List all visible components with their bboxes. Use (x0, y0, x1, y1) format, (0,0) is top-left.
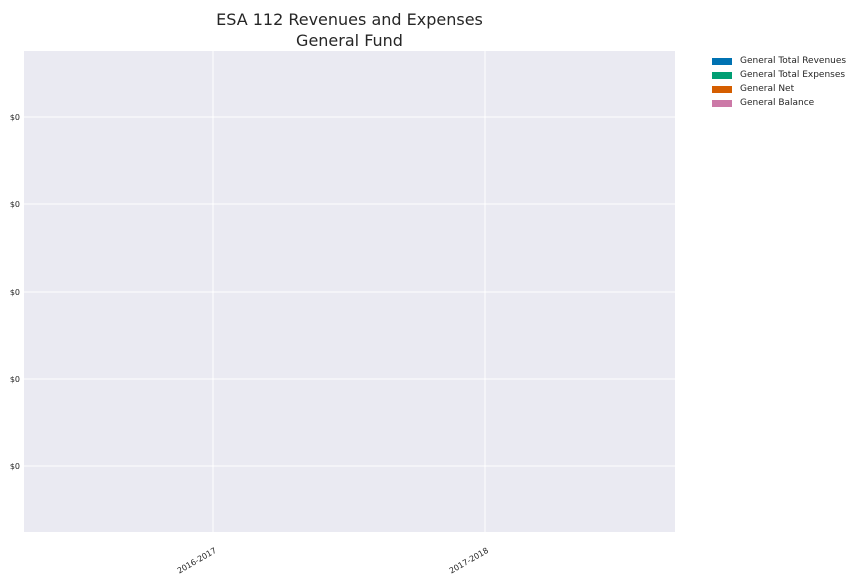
x-tick-label: 2016-2017 (176, 546, 218, 576)
y-tick-labels: $0 $0 $0 $0 $0 (10, 113, 20, 471)
legend-item: General Total Expenses (712, 68, 846, 82)
legend-swatch (712, 71, 732, 79)
chart-title-block: ESA 112 Revenues and Expenses General Fu… (24, 9, 675, 51)
legend-label: General Total Expenses (740, 70, 846, 80)
y-tick-label: $0 (10, 375, 20, 384)
y-tick-label: $0 (10, 288, 20, 297)
legend-item: General Balance (712, 96, 846, 110)
legend-swatch (712, 99, 732, 107)
legend-label: General Balance (740, 98, 815, 108)
legend: General Total Revenues General Total Expe… (712, 54, 846, 110)
x-tick-label: 2017-2018 (448, 546, 490, 576)
legend-swatch (712, 57, 732, 65)
legend-item: General Total Revenues (712, 54, 846, 68)
legend-label: General Net (740, 84, 795, 94)
chart-subtitle: General Fund (296, 31, 403, 50)
y-tick-label: $0 (10, 200, 20, 209)
legend-label: General Total Revenues (740, 56, 847, 66)
y-gridlines (24, 116, 675, 467)
legend-item: General Net (712, 82, 846, 96)
legend-swatch (712, 85, 732, 93)
x-gridlines (212, 51, 486, 532)
chart-title: ESA 112 Revenues and Expenses (216, 10, 483, 29)
y-tick-label: $0 (10, 462, 20, 471)
x-tick-labels: 2016-2017 2017-2018 (176, 546, 490, 576)
y-tick-label: $0 (10, 113, 20, 122)
